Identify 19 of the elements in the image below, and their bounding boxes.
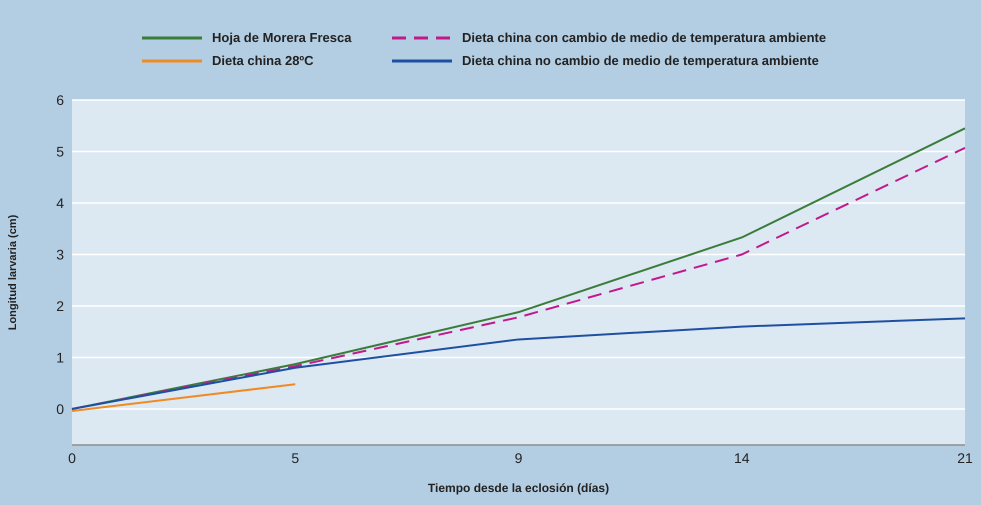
legend-label: Dieta china no cambio de medio de temperatura ambiente [462,53,819,68]
y-axis-title: Longitud larvaria (cm) [6,214,19,330]
x-tick-label: 5 [291,450,300,466]
x-axis-title: Tiempo desde la eclosión (días) [428,481,610,495]
legend-label: Hoja de Morera Fresca [212,30,352,45]
y-tick-label: 4 [56,194,64,211]
x-tick-label: 0 [68,450,76,466]
y-tick-label: 0 [56,400,64,417]
line-series [71,317,966,410]
legend-label: Dieta china con cambio de medio de temperatura ambiente [462,30,826,45]
legend-label: Dieta china 28ºC [212,53,314,68]
y-tick-label: 1 [56,349,64,366]
y-tick-label: 6 [56,92,64,108]
y-tick-label: 3 [56,246,64,262]
x-tick-label: 14 [734,450,750,466]
y-tick-label: 5 [56,143,64,160]
y-tick-label: 2 [56,298,64,314]
x-tick-label: 9 [514,450,523,466]
x-tick-label: 21 [957,450,973,466]
